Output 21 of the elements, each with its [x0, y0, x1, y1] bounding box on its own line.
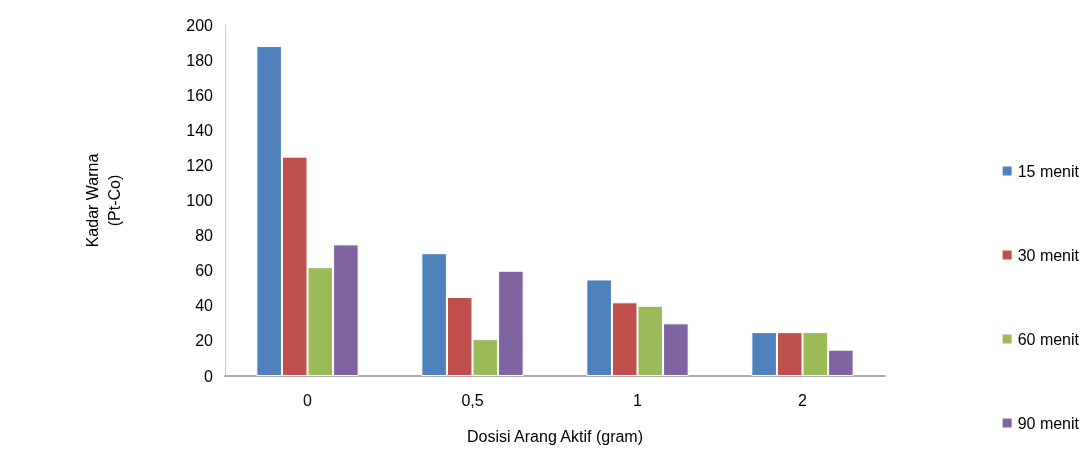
legend-label: 90 menit [1017, 414, 1080, 432]
legend-label: 30 menit [1017, 246, 1080, 264]
y-axis-title: Kadar Warna (Pt-Co) [83, 153, 123, 248]
y-tick-label: 200 [186, 16, 214, 34]
y-tick-label: 0 [204, 367, 214, 385]
y-tick-label: 60 [195, 262, 214, 280]
y-tick-label: 180 [186, 51, 214, 69]
y-tick-label: 80 [195, 227, 214, 245]
legend-label: 60 menit [1017, 330, 1080, 348]
x-tick-label: 0,5 [461, 391, 484, 409]
x-axis-title: Dosisi Arang Aktif (gram) [466, 427, 644, 445]
y-tick-label: 140 [186, 121, 214, 139]
y-tick-label: 120 [186, 156, 214, 174]
x-tick-label: 2 [798, 391, 808, 409]
x-tick-label: 0 [303, 391, 313, 409]
y-tick-label: 40 [195, 297, 214, 315]
y-tick-label: 100 [186, 192, 214, 209]
y-tick-label: 20 [195, 332, 214, 350]
legend-label: 15 menit [1017, 162, 1080, 180]
y-tick-label: 160 [186, 86, 214, 104]
x-tick-label: 1 [633, 391, 643, 409]
